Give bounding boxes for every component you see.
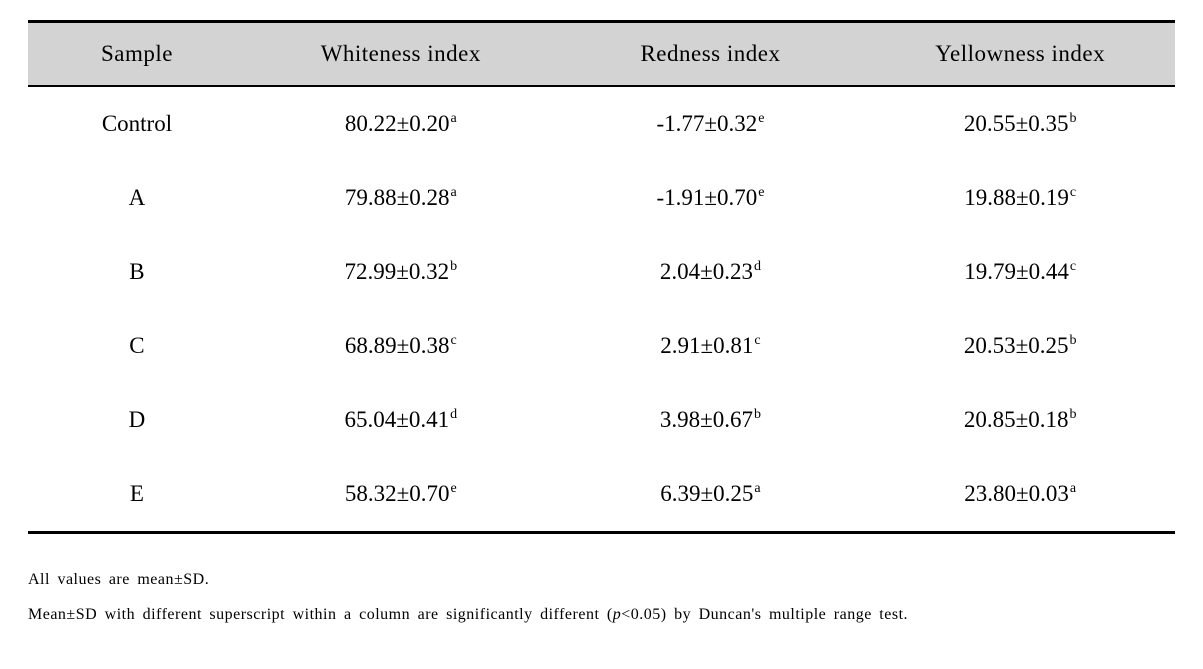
table-body: Control80.22±0.20a-1.77±0.32e20.55±0.35b…: [28, 86, 1175, 533]
superscript: b: [1069, 111, 1076, 126]
superscript: e: [758, 111, 764, 126]
cell-sample: Control: [28, 86, 246, 161]
footnote-line-2: Mean±SD with different superscript withi…: [28, 597, 1175, 632]
superscript: b: [1069, 407, 1076, 422]
cell-yellowness: 19.79±0.44c: [865, 235, 1175, 309]
superscript: d: [450, 407, 457, 422]
cell-sample: A: [28, 161, 246, 235]
table-row: B72.99±0.32b2.04±0.23d19.79±0.44c: [28, 235, 1175, 309]
color-index-table: Sample Whiteness index Redness index Yel…: [28, 20, 1175, 534]
value-text: 20.53±0.25: [964, 333, 1069, 358]
cell-whiteness: 80.22±0.20a: [246, 86, 556, 161]
superscript: e: [450, 481, 456, 496]
superscript: c: [754, 333, 760, 348]
cell-sample: E: [28, 457, 246, 533]
superscript: b: [754, 407, 761, 422]
value-text: 80.22±0.20: [345, 111, 450, 136]
table-row: E58.32±0.70e6.39±0.25a23.80±0.03a: [28, 457, 1175, 533]
col-header-whiteness: Whiteness index: [246, 22, 556, 87]
cell-whiteness: 58.32±0.70e: [246, 457, 556, 533]
cell-redness: 6.39±0.25a: [556, 457, 866, 533]
cell-redness: -1.77±0.32e: [556, 86, 866, 161]
cell-whiteness: 72.99±0.32b: [246, 235, 556, 309]
superscript: b: [450, 259, 457, 274]
cell-whiteness: 68.89±0.38c: [246, 309, 556, 383]
superscript: b: [1069, 333, 1076, 348]
cell-sample: B: [28, 235, 246, 309]
value-text: 19.88±0.19: [964, 185, 1069, 210]
value-text: 6.39±0.25: [660, 481, 753, 506]
value-text: 19.79±0.44: [964, 259, 1069, 284]
value-text: 65.04±0.41: [344, 407, 449, 432]
value-text: 79.88±0.28: [345, 185, 450, 210]
value-text: 72.99±0.32: [344, 259, 449, 284]
value-text: 23.80±0.03: [964, 481, 1069, 506]
cell-yellowness: 23.80±0.03a: [865, 457, 1175, 533]
superscript: c: [1070, 185, 1076, 200]
cell-redness: -1.91±0.70e: [556, 161, 866, 235]
table-row: A79.88±0.28a-1.91±0.70e19.88±0.19c: [28, 161, 1175, 235]
superscript: a: [1070, 481, 1076, 496]
value-text: 20.85±0.18: [964, 407, 1069, 432]
footnote-2-post: <0.05) by Duncan's multiple range test.: [621, 606, 908, 623]
footnote-2-ital: p: [613, 606, 622, 623]
table-row: D65.04±0.41d3.98±0.67b20.85±0.18b: [28, 383, 1175, 457]
cell-redness: 2.04±0.23d: [556, 235, 866, 309]
table-row: Control80.22±0.20a-1.77±0.32e20.55±0.35b: [28, 86, 1175, 161]
superscript: a: [450, 111, 456, 126]
superscript: e: [758, 185, 764, 200]
cell-sample: D: [28, 383, 246, 457]
table-header-row: Sample Whiteness index Redness index Yel…: [28, 22, 1175, 87]
cell-redness: 2.91±0.81c: [556, 309, 866, 383]
superscript: d: [754, 259, 761, 274]
col-header-redness: Redness index: [556, 22, 866, 87]
value-text: 2.91±0.81: [660, 333, 753, 358]
col-header-yellowness: Yellowness index: [865, 22, 1175, 87]
value-text: -1.91±0.70: [656, 185, 757, 210]
value-text: 68.89±0.38: [345, 333, 450, 358]
cell-sample: C: [28, 309, 246, 383]
cell-yellowness: 20.85±0.18b: [865, 383, 1175, 457]
value-text: -1.77±0.32: [656, 111, 757, 136]
footnote-line-1: All values are mean±SD.: [28, 562, 1175, 597]
cell-whiteness: 65.04±0.41d: [246, 383, 556, 457]
superscript: c: [1070, 259, 1076, 274]
footnotes: All values are mean±SD. Mean±SD with dif…: [28, 562, 1175, 632]
value-text: 58.32±0.70: [345, 481, 450, 506]
cell-yellowness: 19.88±0.19c: [865, 161, 1175, 235]
cell-redness: 3.98±0.67b: [556, 383, 866, 457]
superscript: a: [754, 481, 760, 496]
cell-whiteness: 79.88±0.28a: [246, 161, 556, 235]
col-header-sample: Sample: [28, 22, 246, 87]
value-text: 3.98±0.67: [660, 407, 753, 432]
value-text: 20.55±0.35: [964, 111, 1069, 136]
footnote-2-pre: Mean±SD with different superscript withi…: [28, 606, 613, 623]
table-row: C68.89±0.38c2.91±0.81c20.53±0.25b: [28, 309, 1175, 383]
cell-yellowness: 20.53±0.25b: [865, 309, 1175, 383]
value-text: 2.04±0.23: [660, 259, 753, 284]
superscript: a: [450, 185, 456, 200]
cell-yellowness: 20.55±0.35b: [865, 86, 1175, 161]
superscript: c: [450, 333, 456, 348]
